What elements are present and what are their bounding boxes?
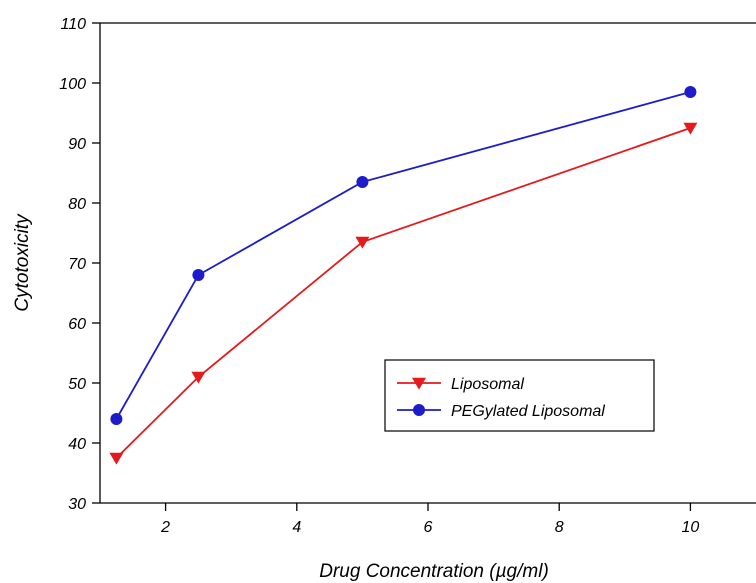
legend-entry: PEGylated Liposomal <box>397 403 605 420</box>
y-tick-label: 60 <box>68 316 86 333</box>
legend-marker <box>413 404 425 416</box>
x-axis-title: Drug Concentration (µg/ml) <box>319 561 549 582</box>
x-tick-label: 4 <box>292 519 301 536</box>
series-line <box>115 127 691 459</box>
data-point <box>192 269 205 281</box>
y-tick-label: 80 <box>68 196 86 213</box>
x-tick-label: 10 <box>682 519 700 536</box>
data-point <box>109 452 124 465</box>
legend-box <box>384 359 655 432</box>
series-1 <box>110 86 697 425</box>
data-point <box>683 122 698 135</box>
x-tick-label: 6 <box>424 519 433 536</box>
x-tick-label: 2 <box>160 519 170 536</box>
data-point <box>355 236 370 249</box>
y-tick-label: 30 <box>68 496 86 513</box>
axes: 30 40 50 60 70 80 90 100 110 2 4 6 8 10 <box>59 16 756 536</box>
legend-label: PEGylated Liposomal <box>451 403 605 420</box>
data-point <box>684 86 697 98</box>
y-tick-label: 100 <box>59 76 86 93</box>
data-point <box>110 413 123 425</box>
y-tick-label: 90 <box>68 136 86 153</box>
legend: Liposomal PEGylated Liposomal <box>384 359 655 432</box>
legend-entry: Liposomal <box>397 376 524 393</box>
y-tick-label: 40 <box>68 436 86 453</box>
data-point <box>356 176 369 188</box>
legend-label: Liposomal <box>451 376 524 393</box>
y-axis-title: Cytotoxicity <box>12 213 33 312</box>
series-0 <box>109 122 698 465</box>
series-layer <box>109 86 698 465</box>
data-point <box>191 371 206 384</box>
x-tick-label: 8 <box>555 519 564 536</box>
series-line <box>115 91 691 420</box>
y-tick-label: 70 <box>68 256 86 273</box>
legend-marker <box>412 377 426 390</box>
y-tick-label: 50 <box>68 376 86 393</box>
y-tick-label: 110 <box>60 16 86 33</box>
